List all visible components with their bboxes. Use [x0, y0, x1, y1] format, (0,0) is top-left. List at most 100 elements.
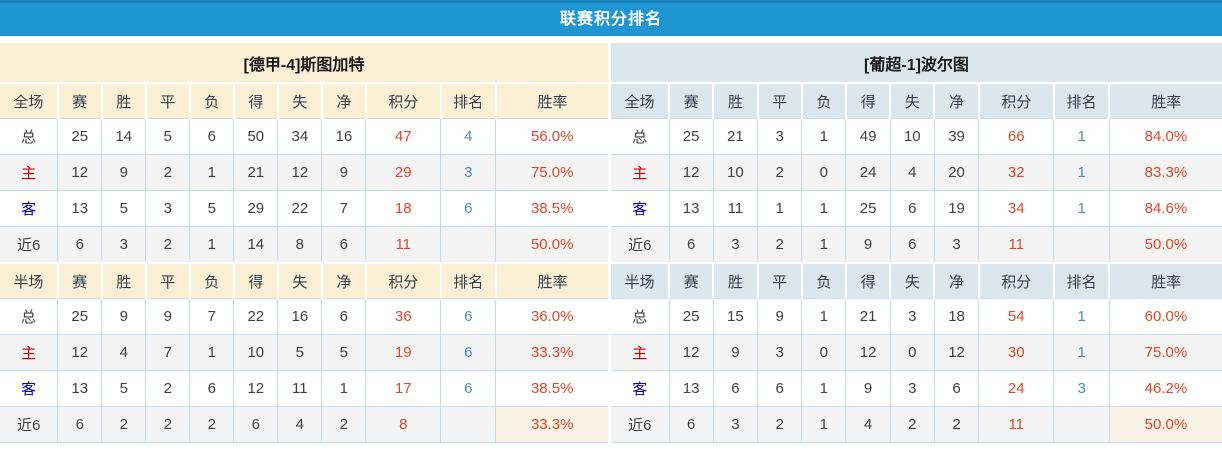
winrate-cell: 60.0% [1108, 298, 1222, 335]
stat-cell: 25 [668, 118, 714, 155]
stat-cell: 18 [933, 298, 980, 335]
stat-cell: 1 [801, 370, 847, 407]
stat-cell: 3 [712, 226, 759, 264]
full-row-home: 主 12 9 2 1 21 12 9 29 3 75.0% [0, 154, 608, 191]
half-row-home: 主 12 9 3 0 12 0 12 30 1 75.0% [611, 334, 1222, 371]
rank-cell: 1 [1053, 154, 1110, 191]
column-header: 失 [276, 82, 323, 119]
column-header: 全场 [611, 82, 671, 119]
stat-cell: 14 [101, 118, 147, 155]
column-header: 得 [232, 262, 279, 299]
team-table-stuttgart: [德甲-4]斯图加特 全场赛胜平负得失净积分 排名 胜率总 25 14 5 6 50 34 16 4… [0, 43, 608, 443]
winrate-cell: 50.0% [1108, 406, 1222, 443]
points-cell: 11 [978, 226, 1055, 264]
stat-cell: 0 [801, 154, 847, 191]
half-column-header-row: 半场赛胜平负得失净积分 排名 胜率 [611, 262, 1222, 299]
stat-cell: 11 [277, 370, 323, 407]
column-header: 胜 [100, 262, 147, 299]
half-row-total: 总 25 15 9 1 21 3 18 54 1 60.0% [611, 298, 1222, 335]
stat-cell: 3 [933, 226, 980, 264]
points-cell: 30 [978, 334, 1055, 371]
row-label: 主 [0, 334, 59, 371]
column-header: 失 [889, 262, 936, 299]
full-row-total: 总 25 14 5 6 50 34 16 47 4 56.0% [0, 118, 608, 155]
stat-cell: 3 [145, 190, 191, 227]
stat-cell: 15 [712, 298, 759, 335]
stat-cell: 6 [889, 190, 935, 227]
stat-cell: 4 [101, 334, 147, 371]
stat-cell: 2 [145, 406, 191, 443]
winrate-cell: 84.6% [1108, 190, 1222, 227]
stat-cell: 6 [321, 298, 367, 335]
stat-cell: 25 [57, 118, 103, 155]
row-label: 客 [611, 190, 670, 227]
rank-cell: 3 [1053, 370, 1110, 407]
stat-cell: 3 [101, 226, 147, 264]
stat-cell: 2 [145, 226, 191, 264]
column-header: 胜 [712, 82, 759, 119]
column-header: 赛 [668, 262, 715, 299]
full-row-recent6: 近6 6 3 2 1 14 8 6 11 50.0% [0, 226, 608, 264]
column-header: 净 [933, 82, 980, 119]
full-column-header-row: 全场赛胜平负得失净积分 排名 胜率 [611, 82, 1222, 119]
column-header: 失 [276, 262, 323, 299]
rank-cell [1053, 406, 1110, 443]
stat-cell: 1 [756, 190, 803, 227]
winrate-cell: 38.5% [495, 370, 608, 407]
stat-cell: 2 [321, 406, 367, 443]
stat-cell: 12 [933, 334, 980, 371]
column-header: 负 [188, 262, 235, 299]
rank-cell: 6 [440, 334, 497, 371]
winrate-cell: 50.0% [495, 226, 608, 264]
stat-cell: 8 [277, 226, 323, 264]
stat-cell: 9 [845, 370, 891, 407]
half-row-away: 客 13 6 6 1 9 3 6 24 3 46.2% [611, 370, 1222, 407]
column-header: 全场 [0, 82, 59, 119]
stat-cell: 12 [668, 334, 714, 371]
stat-cell: 6 [712, 370, 759, 407]
stat-cell: 6 [889, 226, 935, 264]
row-label: 近6 [611, 226, 670, 264]
stat-cell: 1 [189, 334, 235, 371]
stat-cell: 5 [145, 118, 191, 155]
stat-cell: 2 [189, 406, 235, 443]
rank-cell: 6 [440, 298, 497, 335]
full-row-away: 客 13 5 3 5 29 22 7 18 6 38.5% [0, 190, 608, 227]
row-label: 近6 [611, 406, 670, 443]
team-header-row: [葡超-1]波尔图 [611, 43, 1222, 84]
stat-cell: 6 [57, 226, 103, 264]
winrate-cell: 50.0% [1108, 226, 1222, 264]
column-header: 排名 [439, 262, 497, 299]
full-row-home: 主 12 10 2 0 24 4 20 32 1 83.3% [611, 154, 1222, 191]
stat-cell: 2 [145, 370, 191, 407]
stat-cell: 6 [189, 118, 235, 155]
stat-cell: 19 [933, 190, 980, 227]
points-cell: 19 [365, 334, 442, 371]
stat-cell: 12 [277, 154, 323, 191]
winrate-cell: 38.5% [495, 190, 608, 227]
standings-tables: [德甲-4]斯图加特 全场赛胜平负得失净积分 排名 胜率总 25 14 5 6 50 34 16 4… [0, 43, 1222, 443]
stat-cell: 3 [712, 406, 759, 443]
column-header: 胜 [100, 82, 147, 119]
points-cell: 47 [365, 118, 442, 155]
row-label: 总 [0, 118, 59, 155]
column-header: 负 [188, 82, 235, 119]
stat-cell: 2 [101, 406, 147, 443]
points-cell: 36 [365, 298, 442, 335]
row-label: 主 [611, 154, 670, 191]
stat-cell: 5 [101, 370, 147, 407]
stat-cell: 5 [321, 334, 367, 371]
points-cell: 34 [978, 190, 1055, 227]
half-row-away: 客 13 5 2 6 12 11 1 17 6 38.5% [0, 370, 608, 407]
stat-cell: 20 [933, 154, 980, 191]
stat-cell: 24 [845, 154, 891, 191]
stat-cell: 0 [801, 334, 847, 371]
stat-cell: 1 [801, 118, 847, 155]
stat-cell: 6 [57, 406, 103, 443]
winrate-cell: 84.0% [1108, 118, 1222, 155]
column-header: 胜率 [494, 82, 608, 119]
stat-cell: 25 [57, 298, 103, 335]
stat-cell: 7 [189, 298, 235, 335]
column-header: 净 [933, 262, 980, 299]
column-header: 得 [232, 82, 279, 119]
